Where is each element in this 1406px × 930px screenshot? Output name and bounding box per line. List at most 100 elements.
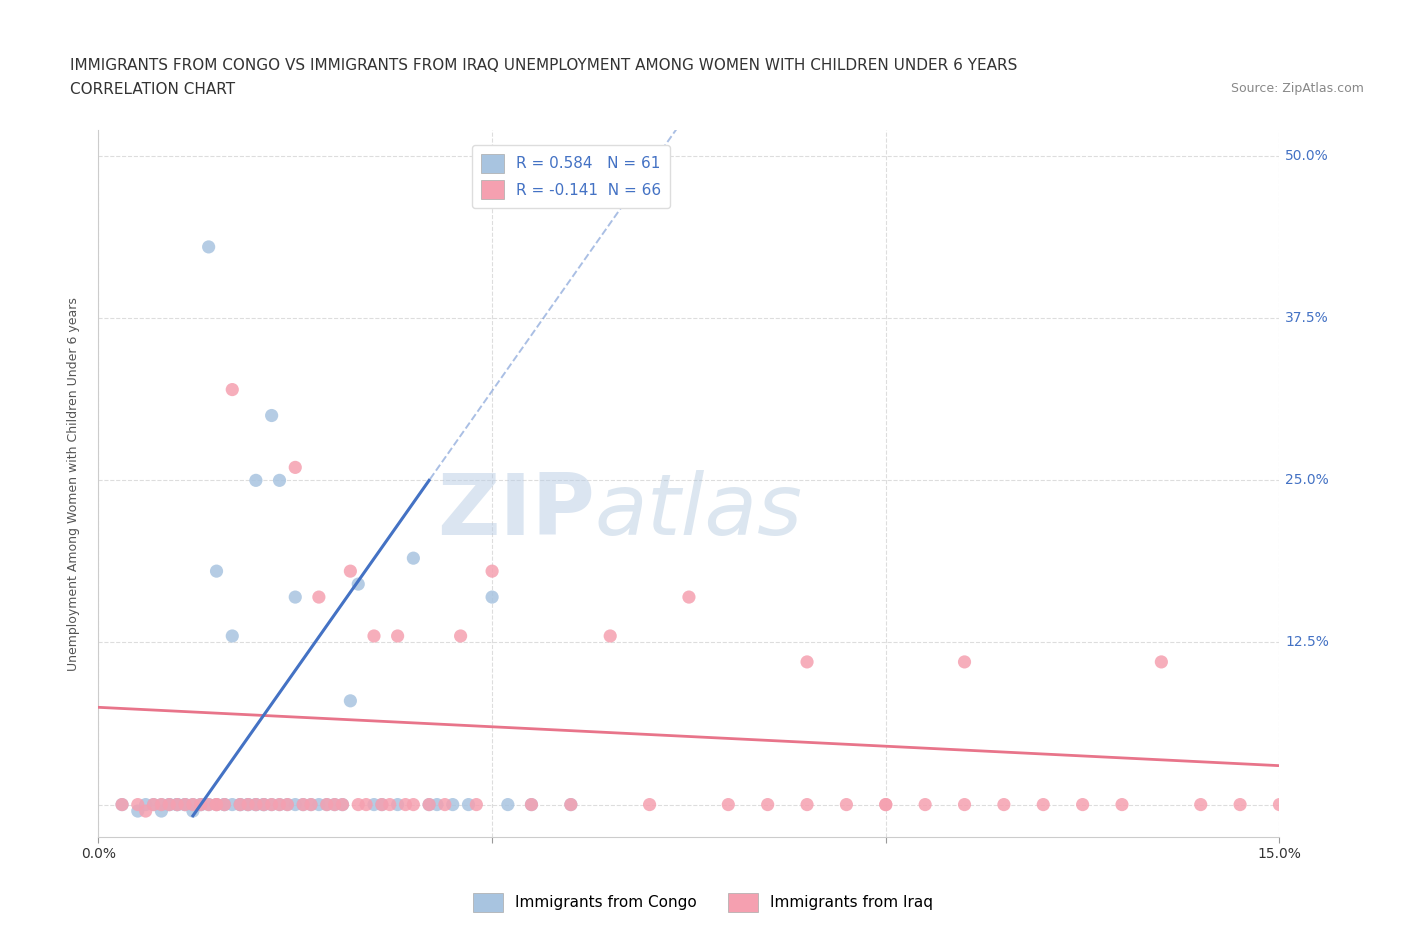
Point (214, 797, 236, 812)
Point (450, 629, 472, 644)
Point (221, 629, 243, 644)
Point (142, 797, 165, 812)
Point (1150, 655, 1173, 670)
Point (205, 564, 228, 578)
Point (253, 797, 276, 812)
Legend: Immigrants from Congo, Immigrants from Iraq: Immigrants from Congo, Immigrants from I… (467, 887, 939, 918)
Point (190, 797, 212, 812)
Point (378, 797, 401, 812)
Point (236, 797, 259, 812)
Point (520, 797, 543, 812)
Point (135, 804, 157, 818)
Point (127, 797, 149, 812)
Point (1111, 797, 1133, 812)
Point (245, 797, 267, 812)
Point (1268, 797, 1291, 812)
Point (253, 797, 276, 812)
Point (174, 797, 197, 812)
Point (363, 629, 385, 644)
Text: atlas: atlas (595, 471, 803, 553)
Point (166, 797, 188, 812)
Text: IMMIGRANTS FROM CONGO VS IMMIGRANTS FROM IRAQ UNEMPLOYMENT AMONG WOMEN WITH CHIL: IMMIGRANTS FROM CONGO VS IMMIGRANTS FROM… (70, 58, 1018, 73)
Point (299, 797, 322, 812)
Point (717, 797, 740, 812)
Point (197, 797, 219, 812)
Point (157, 797, 180, 812)
Point (402, 797, 425, 812)
Point (284, 797, 307, 812)
Point (166, 797, 188, 812)
Point (371, 797, 394, 812)
Point (993, 797, 1015, 812)
Point (339, 694, 361, 709)
Point (221, 797, 243, 812)
Point (354, 797, 377, 812)
Point (339, 564, 361, 578)
Point (127, 804, 149, 818)
Point (111, 797, 134, 812)
Point (465, 797, 488, 812)
Point (426, 797, 449, 812)
Point (260, 797, 283, 812)
Point (229, 797, 252, 812)
Point (190, 797, 212, 812)
Point (441, 797, 464, 812)
Point (315, 797, 337, 812)
Point (394, 797, 416, 812)
Point (253, 797, 276, 812)
Point (135, 797, 157, 812)
Point (323, 797, 346, 812)
Point (269, 473, 291, 488)
Point (181, 797, 204, 812)
Point (638, 797, 661, 812)
Point (599, 629, 621, 644)
Point (315, 797, 337, 812)
Text: 50.0%: 50.0% (1285, 149, 1329, 163)
Point (197, 240, 219, 255)
Point (245, 797, 267, 812)
Legend: R = 0.584   N = 61, R = -0.141  N = 66: R = 0.584 N = 61, R = -0.141 N = 66 (471, 145, 671, 208)
Point (221, 382, 243, 397)
Point (205, 797, 228, 812)
Point (214, 797, 236, 812)
Point (166, 797, 188, 812)
Point (284, 590, 307, 604)
Point (157, 797, 180, 812)
Point (276, 797, 298, 812)
Point (245, 797, 267, 812)
Point (914, 797, 936, 812)
Text: ZIP: ZIP (437, 471, 595, 553)
Point (323, 797, 346, 812)
Point (418, 797, 440, 812)
Point (292, 797, 315, 812)
Point (269, 797, 291, 812)
Point (308, 797, 330, 812)
Point (190, 797, 212, 812)
Point (1071, 797, 1094, 812)
Point (214, 797, 236, 812)
Point (205, 797, 228, 812)
Point (197, 797, 219, 812)
Point (796, 655, 818, 670)
Point (269, 797, 291, 812)
Text: 25.0%: 25.0% (1285, 473, 1329, 487)
Point (299, 797, 322, 812)
Point (481, 590, 503, 604)
Point (150, 797, 173, 812)
Point (260, 408, 283, 423)
Point (481, 564, 503, 578)
Point (229, 797, 252, 812)
Point (496, 797, 519, 812)
Text: 12.5%: 12.5% (1285, 635, 1329, 649)
Point (347, 797, 370, 812)
Point (181, 797, 204, 812)
Point (245, 473, 267, 488)
Point (796, 797, 818, 812)
Point (402, 551, 425, 565)
Point (1032, 797, 1054, 812)
Point (332, 797, 354, 812)
Point (260, 797, 283, 812)
Point (678, 590, 700, 604)
Point (276, 797, 298, 812)
Point (347, 577, 370, 591)
